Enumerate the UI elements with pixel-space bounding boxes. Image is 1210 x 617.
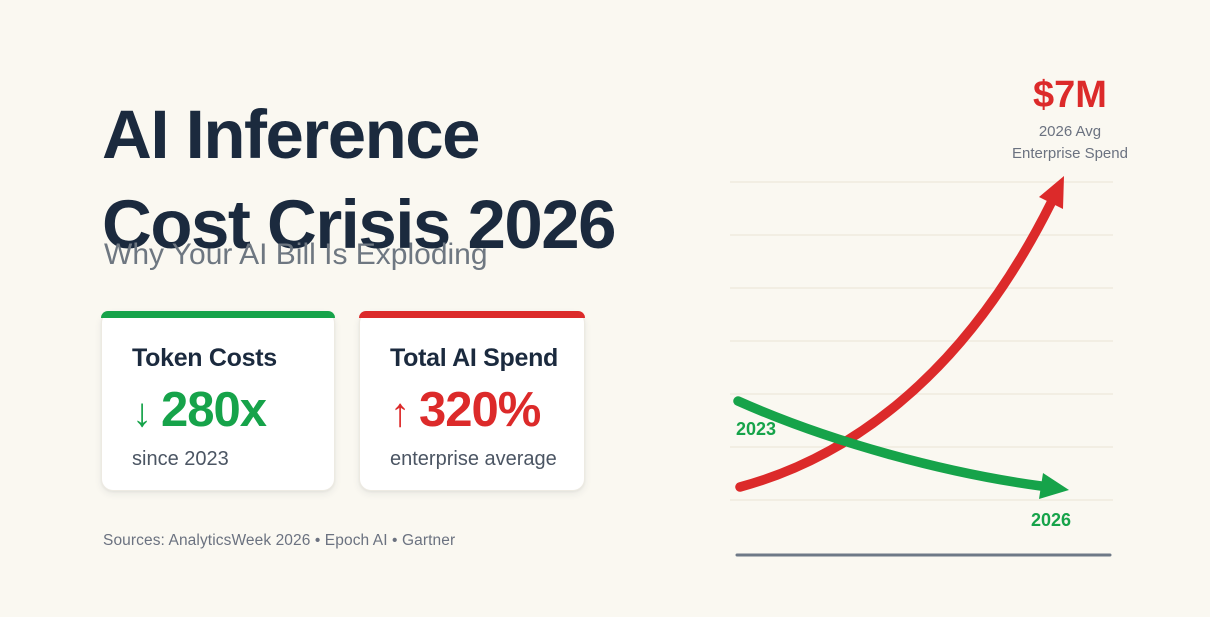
stat-cards-row: Token Costs ↓ 280x since 2023 Total AI Sp… [101, 311, 585, 491]
stat-card-number: 320% [419, 383, 541, 437]
page-subtitle: Why Your AI Bill Is Exploding [104, 238, 488, 271]
page-title-line2: Cost Crisis 2026 [102, 186, 616, 264]
stat-card-caption: since 2023 [132, 448, 229, 470]
spend-annotation-value: $7M [1033, 74, 1107, 116]
token-cost-arrowhead-icon [1039, 473, 1069, 499]
stat-card-number: 280x [161, 383, 267, 437]
spend-curve [735, 198, 1056, 492]
sources-text: Sources: AnalyticsWeek 2026 • Epoch AI •… [103, 532, 456, 549]
page-title-line1: AI Inference [102, 96, 480, 174]
card-accent-bar-green [101, 311, 335, 318]
arrow-down-icon: ↓ [132, 391, 152, 435]
stat-card-title: Total AI Spend [390, 344, 559, 372]
stat-card-total-ai-spend: Total AI Spend ↑ 320% enterprise average [359, 311, 585, 491]
trend-chart-canvas [730, 176, 1113, 557]
spend-annotation-label-line1: 2026 Avg [1038, 123, 1102, 140]
token-cost-curve [733, 396, 1046, 491]
spend-annotation-label-line2: Enterprise Spend [1012, 145, 1128, 162]
trend-chart: $7M 2026 Avg Enterprise Spend 2023 2026 [725, 50, 1128, 570]
page-title: AI Inference Cost Crisis 2026 [102, 90, 616, 270]
stat-card-value: ↓ 280x [132, 386, 316, 435]
year-label-2023: 2023 [736, 419, 777, 439]
year-label-2026: 2026 [1031, 510, 1072, 530]
card-accent-bar-red [359, 311, 585, 318]
stat-card-value: ↑ 320% [390, 386, 566, 435]
spend-arrowhead-icon [1039, 176, 1064, 209]
stat-card-title: Token Costs [132, 344, 277, 372]
stat-card-caption: enterprise average [390, 448, 557, 470]
spend-annotation-label: 2026 Avg Enterprise Spend [970, 121, 1170, 165]
gridlines [730, 181, 1113, 501]
arrow-up-icon: ↑ [390, 391, 410, 435]
stat-card-token-costs: Token Costs ↓ 280x since 2023 [101, 311, 335, 491]
